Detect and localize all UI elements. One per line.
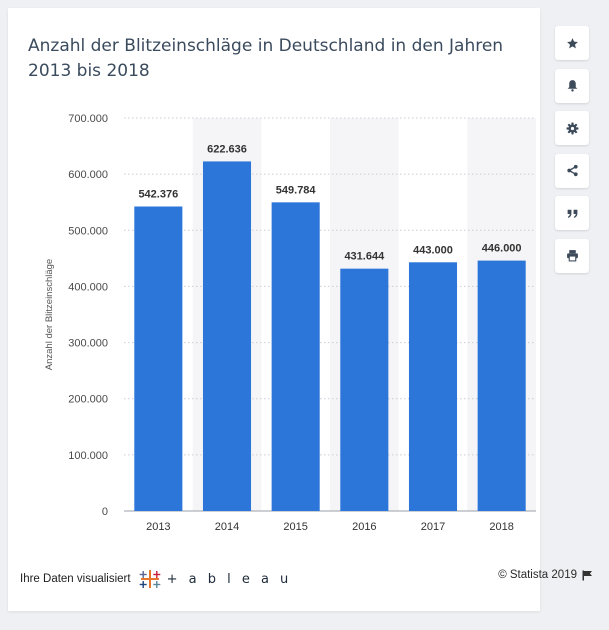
data-label: 431.644 (344, 251, 385, 263)
tableau-cross-icon (139, 570, 160, 588)
data-label: 622.636 (207, 143, 247, 155)
statista-credit[interactable]: © Statista 2019 (498, 569, 593, 581)
bar (202, 161, 252, 511)
cite-button[interactable] (555, 196, 589, 231)
y-tick-label: 0 (102, 506, 108, 518)
copyright-text: © Statista 2019 (498, 569, 577, 581)
y-tick-label: 100.000 (68, 450, 108, 462)
flag-icon (582, 570, 592, 580)
x-tick-label: 2018 (489, 521, 513, 533)
y-tick-label: 700.000 (68, 113, 108, 125)
data-label: 446.000 (482, 243, 522, 255)
action-sidebar (555, 26, 589, 282)
x-tick-label: 2016 (352, 521, 376, 533)
bar (408, 262, 458, 511)
tableau-logo: + a b l e a u (137, 568, 292, 590)
y-tick-label: 600.000 (68, 169, 108, 181)
bell-icon (567, 80, 577, 92)
quote-icon (567, 209, 577, 218)
gear-icon (566, 122, 578, 135)
y-tick-label: 400.000 (68, 281, 108, 293)
y-tick-label: 500.000 (68, 225, 108, 237)
share-icon (566, 165, 578, 177)
visualized-text: Ihre Daten visualisiert (20, 573, 131, 585)
y-tick-label: 300.000 (68, 338, 108, 350)
bar (134, 206, 183, 511)
data-label: 549.784 (276, 184, 317, 196)
x-tick-label: 2014 (215, 521, 239, 533)
notification-button[interactable] (555, 68, 589, 103)
tableau-wordmark: + a b l e a u (166, 571, 292, 587)
bar (340, 268, 389, 511)
data-label: 542.376 (138, 188, 178, 200)
star-icon (566, 37, 578, 48)
settings-button[interactable] (555, 111, 589, 146)
y-tick-label: 200.000 (68, 394, 108, 406)
print-button[interactable] (555, 238, 589, 273)
bar (271, 202, 320, 511)
x-tick-label: 2013 (146, 521, 170, 533)
x-tick-label: 2015 (283, 521, 307, 533)
y-axis-title: Anzahl der Blitzeinschläge (44, 259, 55, 370)
chart-title: Anzahl der Blitzeinschläge in Deutschlan… (28, 36, 504, 81)
data-label: 443.000 (413, 244, 453, 256)
x-tick-label: 2017 (421, 521, 445, 533)
bar (477, 260, 526, 511)
tableau-credit[interactable]: Ihre Daten visualisiert + a b l e a u (20, 568, 292, 590)
print-icon (566, 250, 578, 262)
favorite-button[interactable] (555, 26, 589, 60)
share-button[interactable] (555, 153, 589, 188)
